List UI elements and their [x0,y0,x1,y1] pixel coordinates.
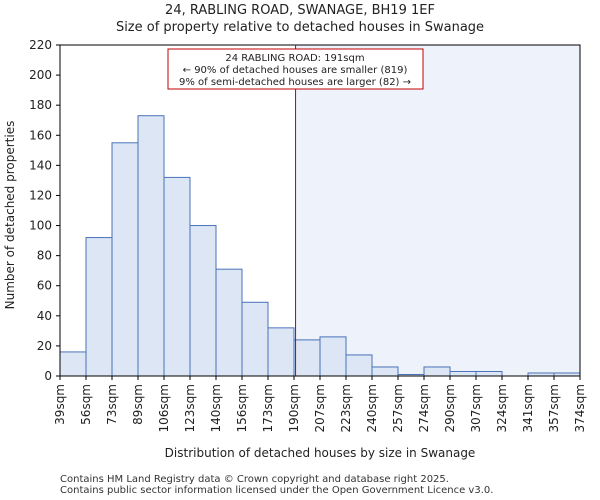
histogram-bar [371,366,399,377]
histogram-bar [293,339,321,377]
x-tick-label: 307sqm [469,384,483,432]
y-tick-label: 120 [29,188,52,202]
histogram-bar [137,115,165,377]
x-tick-label: 56sqm [79,384,93,425]
x-tick-label: 257sqm [391,384,405,432]
histogram-bar [475,370,503,377]
x-tick-label: 324sqm [495,384,509,432]
histogram-bar [163,176,191,377]
histogram-bar [319,336,347,377]
y-tick-label: 40 [37,309,52,323]
x-tick-label: 290sqm [443,384,457,432]
y-tick-label: 160 [29,128,52,142]
x-tick-label: 140sqm [209,384,223,432]
histogram-bar [241,301,269,377]
x-tick-label: 73sqm [105,384,119,425]
x-tick-label: 357sqm [547,384,561,432]
footer-line-2: Contains public sector information licen… [60,485,494,496]
annotation-line-3: 9% of semi-detached houses are larger (8… [179,77,411,88]
y-tick-label: 100 [29,219,52,233]
x-tick-label: 190sqm [287,384,301,432]
x-tick-label: 223sqm [339,384,353,432]
y-axis-label: Number of detached properties [3,121,17,310]
y-tick-label: 20 [37,339,52,353]
y-tick-label: 220 [29,38,52,52]
y-tick-label: 140 [29,158,52,172]
larger-region-shade [295,45,580,376]
chart-title-address: 24, RABLING ROAD, SWANAGE, BH19 1EF [165,3,435,18]
footer-line-1: Contains HM Land Registry data © Crown c… [60,474,449,485]
x-tick-label: 156sqm [235,384,249,432]
x-axis-label: Distribution of detached houses by size … [165,446,476,460]
histogram-bar [449,370,477,377]
annotation-line-2: ← 90% of detached houses are smaller (81… [183,65,408,76]
x-tick-label: 341sqm [521,384,535,432]
annotation-box [167,48,424,90]
chart-title-subtitle: Size of property relative to detached ho… [115,20,485,35]
y-tick-label: 0 [44,369,52,383]
annotation-line-1: 24 RABLING ROAD: 191sqm [225,53,364,64]
x-tick-label: 240sqm [365,384,379,432]
x-tick-label: 123sqm [183,384,197,432]
x-tick-label: 39sqm [53,384,67,425]
histogram-bar [215,268,243,377]
histogram-bar [345,354,373,377]
x-tick-label: 173sqm [261,384,275,432]
y-tick-label: 80 [37,249,52,263]
y-tick-label: 200 [29,68,52,82]
x-tick-label: 89sqm [131,384,145,425]
x-tick-label: 274sqm [417,384,431,432]
histogram-bar [423,366,451,377]
histogram-bar [189,225,217,377]
x-tick-label: 207sqm [313,384,327,432]
y-tick-label: 60 [37,279,52,293]
y-tick-label: 180 [29,98,52,112]
histogram-bar [267,327,295,377]
histogram-bar [111,142,139,377]
x-tick-label: 106sqm [157,384,171,432]
x-tick-label: 374sqm [573,384,587,432]
histogram-bar [59,351,87,377]
histogram-bar [85,237,113,377]
